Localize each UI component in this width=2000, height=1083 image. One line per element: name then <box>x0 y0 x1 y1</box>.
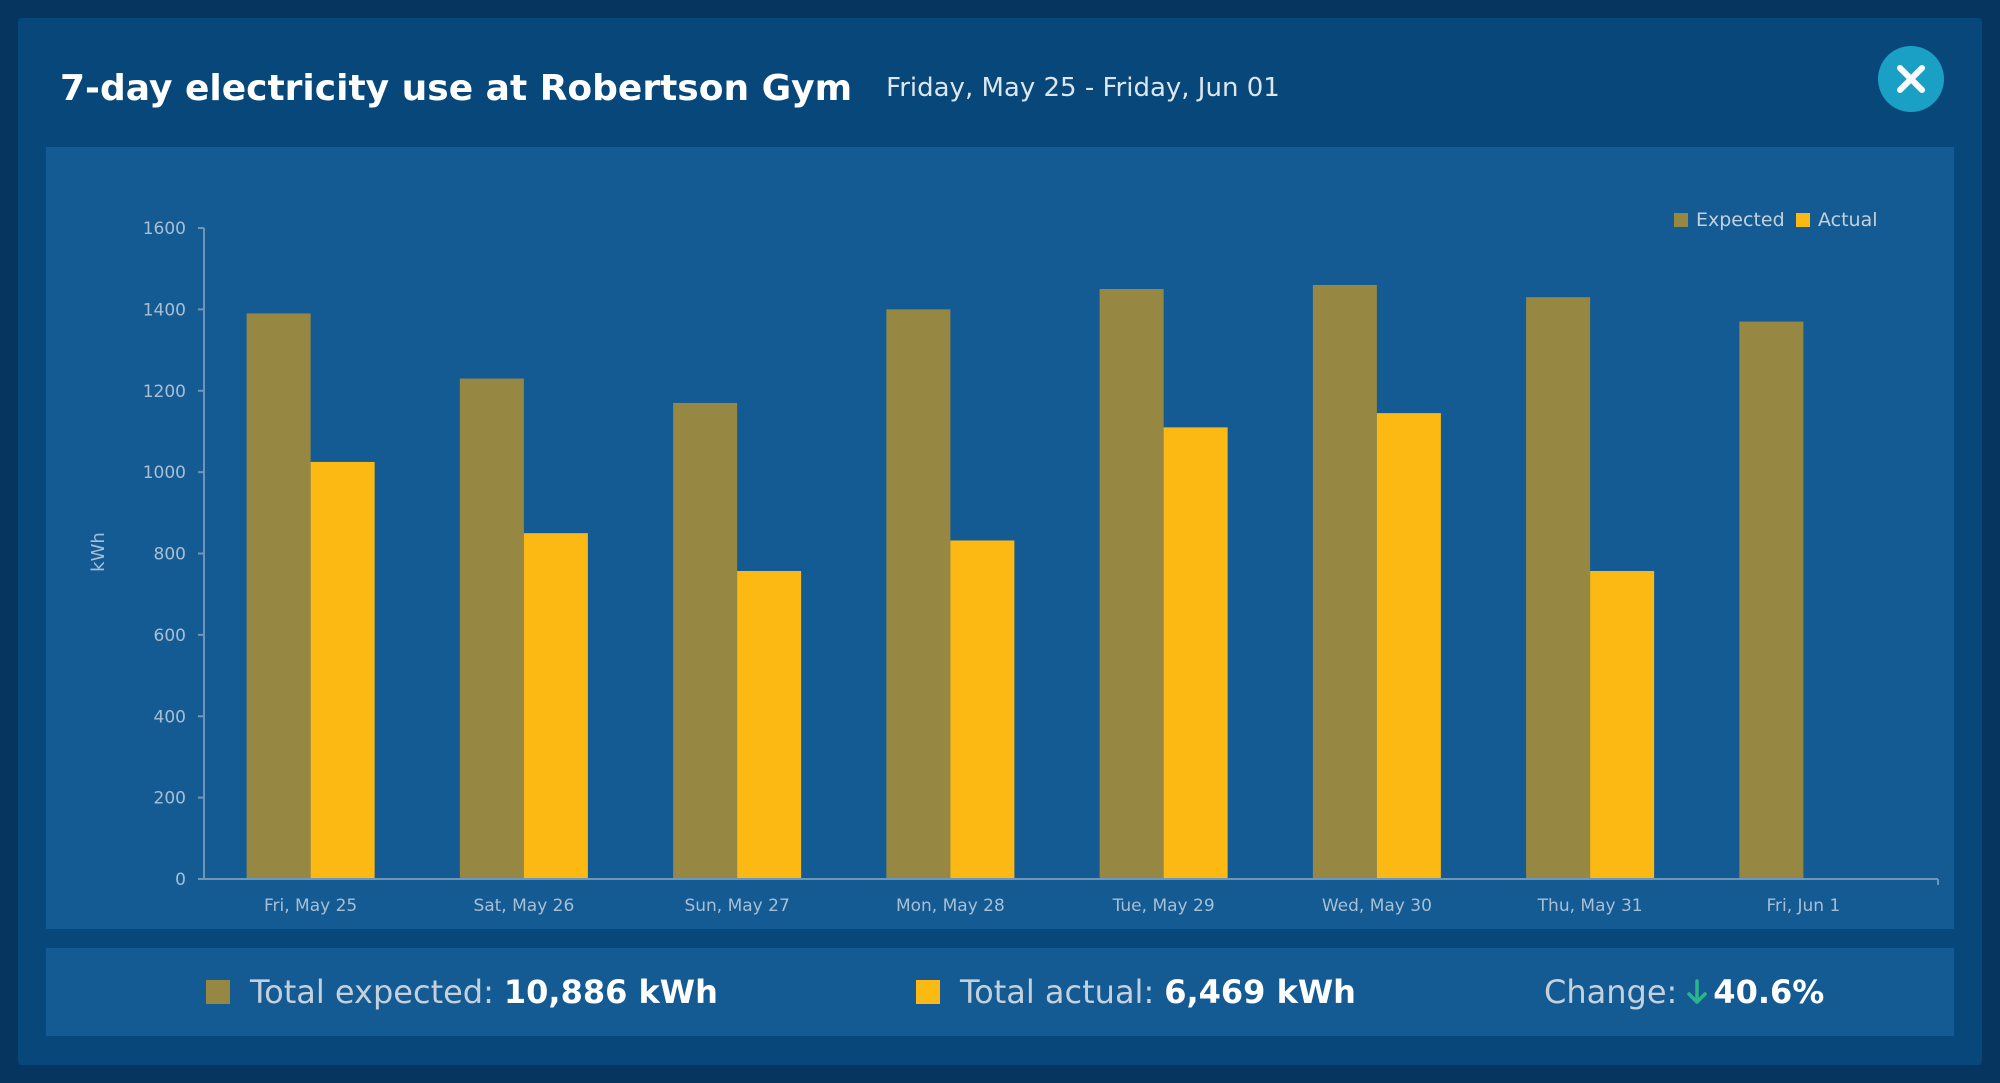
bar-actual-3 <box>950 540 1015 879</box>
bar-actual-5 <box>1376 413 1441 879</box>
x-tick-label: Fri, Jun 1 <box>1766 896 1840 916</box>
y-tick-label: 1000 <box>143 463 186 483</box>
x-axis: Fri, May 25 Sat, May 26 Sun, May 27 Mon, Ma… <box>204 878 1939 916</box>
close-icon <box>1897 65 1925 93</box>
y-tick-label: 0 <box>175 870 186 890</box>
summary-bar: Total expected: 10,886 kWh Total actual:… <box>46 948 1954 1036</box>
bar-actual-2 <box>737 570 802 879</box>
arrow-down-icon <box>1685 978 1709 1006</box>
change-label: Change: <box>1544 973 1678 1011</box>
change-stat: Change: 40.6% <box>1544 948 1824 1036</box>
x-tick-label: Sun, May 27 <box>684 896 789 916</box>
modal-header: 7-day electricity use at Robertson Gym F… <box>60 48 1280 128</box>
total-expected: Total expected: 10,886 kWh <box>206 948 718 1036</box>
chart-title: 7-day electricity use at Robertson Gym <box>60 67 853 109</box>
y-axis-label: kWh <box>88 532 109 572</box>
x-tick-label: Tue, May 29 <box>1112 896 1215 916</box>
total-actual: Total actual: 6,469 kWh <box>916 948 1356 1036</box>
y-tick-label: 1400 <box>143 300 186 320</box>
x-tick-label: Wed, May 30 <box>1322 896 1432 916</box>
bar-expected-4 <box>1099 289 1164 879</box>
x-tick-label: Sat, May 26 <box>473 896 574 916</box>
change-value: 40.6% <box>1713 973 1825 1011</box>
date-range: Friday, May 25 - Friday, Jun 01 <box>886 73 1280 103</box>
y-tick-label: 400 <box>154 707 186 727</box>
bar-expected-6 <box>1526 297 1591 879</box>
bars-group <box>246 284 1804 880</box>
bar-expected-3 <box>886 309 951 879</box>
bar-expected-0 <box>246 313 311 880</box>
bar-expected-2 <box>673 402 738 879</box>
total-actual-value: 6,469 kWh <box>1164 973 1356 1011</box>
y-tick-label: 800 <box>154 545 186 565</box>
bar-expected-5 <box>1312 284 1377 879</box>
legend-label-actual: Actual <box>1818 209 1878 231</box>
close-button[interactable] <box>1878 46 1944 112</box>
bar-actual-1 <box>523 533 588 879</box>
y-axis: 0 200 400 600 800 1000 1200 1400 1600 <box>143 219 205 890</box>
x-tick-label: Fri, May 25 <box>264 896 357 916</box>
bar-actual-4 <box>1163 427 1228 879</box>
legend-swatch-actual <box>1796 213 1810 227</box>
legend-swatch-expected <box>1674 213 1688 227</box>
chart-legend: Expected Actual <box>1674 209 1878 231</box>
bar-actual-0 <box>310 461 375 879</box>
y-tick-label: 1200 <box>143 382 186 402</box>
bar-chart: Expected Actual kWh 0 200 400 600 800 1000 1200… <box>88 209 1939 916</box>
actual-swatch <box>916 980 940 1004</box>
y-tick-label: 600 <box>154 626 186 646</box>
chart-modal: 7-day electricity use at Robertson Gym F… <box>18 18 1982 1065</box>
total-expected-label: Total expected: <box>250 973 494 1011</box>
y-tick-label: 200 <box>154 789 186 809</box>
bar-actual-6 <box>1590 570 1655 879</box>
legend-label-expected: Expected <box>1696 209 1785 231</box>
chart-panel: Expected Actual kWh 0 200 400 600 800 1000 1200… <box>46 147 1954 929</box>
y-tick-label: 1600 <box>143 219 186 239</box>
x-tick-label: Mon, May 28 <box>896 896 1005 916</box>
total-expected-value: 10,886 kWh <box>503 973 718 1011</box>
bar-expected-1 <box>459 378 524 879</box>
total-actual-label: Total actual: <box>960 973 1155 1011</box>
bar-expected-7 <box>1739 321 1804 879</box>
expected-swatch <box>206 980 230 1004</box>
x-tick-label: Thu, May 31 <box>1537 896 1643 916</box>
